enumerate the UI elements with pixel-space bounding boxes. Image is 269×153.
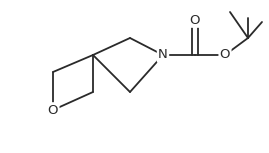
Text: O: O xyxy=(220,49,230,62)
Text: O: O xyxy=(48,103,58,116)
Text: N: N xyxy=(158,49,168,62)
Text: O: O xyxy=(190,13,200,26)
